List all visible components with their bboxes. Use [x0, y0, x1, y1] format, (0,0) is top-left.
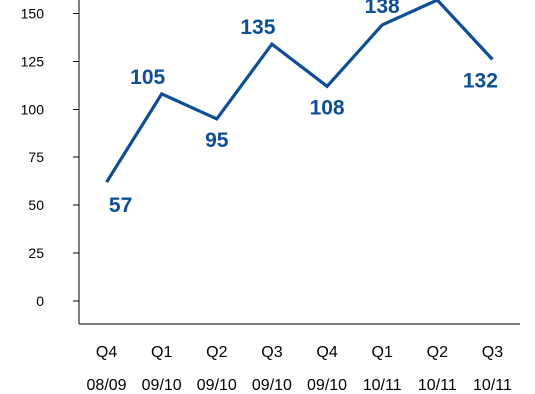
x-tick-label-year: 09/10	[142, 377, 182, 394]
x-tick-label-quarter: Q1	[372, 344, 393, 361]
axes	[78, 0, 520, 325]
series-group	[105, 0, 494, 183]
y-tick-label: 25	[28, 245, 44, 261]
data-label: 105	[130, 66, 165, 89]
data-label: 138	[365, 0, 400, 18]
x-tick-label-quarter: Q2	[427, 344, 448, 361]
data-label: 132	[463, 69, 498, 92]
y-tick-label: 100	[21, 101, 45, 117]
series-line	[105, 0, 494, 183]
data-labels: 57 105 95 135 108 138 132	[109, 0, 498, 217]
data-label: 108	[310, 96, 345, 119]
x-tick-label-quarter: Q3	[482, 344, 503, 361]
x-tick-label-year: 10/11	[363, 377, 402, 394]
y-tick-label: 125	[21, 53, 45, 69]
data-label: 135	[240, 16, 275, 39]
y-tick-label: 50	[28, 197, 44, 213]
x-tick-label-year: 10/11	[473, 377, 512, 394]
x-tick-label-year: 08/09	[87, 377, 127, 394]
x-tick-label-quarter: Q2	[206, 344, 227, 361]
x-tick-label-year: 09/10	[197, 377, 237, 394]
y-tick-label: 0	[36, 293, 44, 309]
y-axis-ticks: 0 25 50 75 100 125 150	[21, 5, 79, 309]
x-tick-label-quarter: Q4	[96, 344, 117, 361]
y-tick-label: 150	[21, 5, 45, 21]
x-tick-label-quarter: Q4	[316, 344, 337, 361]
x-tick-label-quarter: Q3	[261, 344, 282, 361]
data-label: 57	[109, 194, 132, 217]
x-tick-label-year: 09/10	[252, 377, 292, 394]
x-tick-label-quarter: Q1	[151, 344, 172, 361]
x-axis-ticks: Q4 08/09 Q1 09/10 Q2 09/10 Q3 09/10 Q4 09/10 Q1 10/…	[87, 344, 512, 394]
y-tick-label: 75	[28, 149, 44, 165]
data-label: 95	[205, 129, 229, 152]
x-tick-label-year: 09/10	[307, 377, 347, 394]
x-tick-label-year: 10/11	[418, 377, 457, 394]
